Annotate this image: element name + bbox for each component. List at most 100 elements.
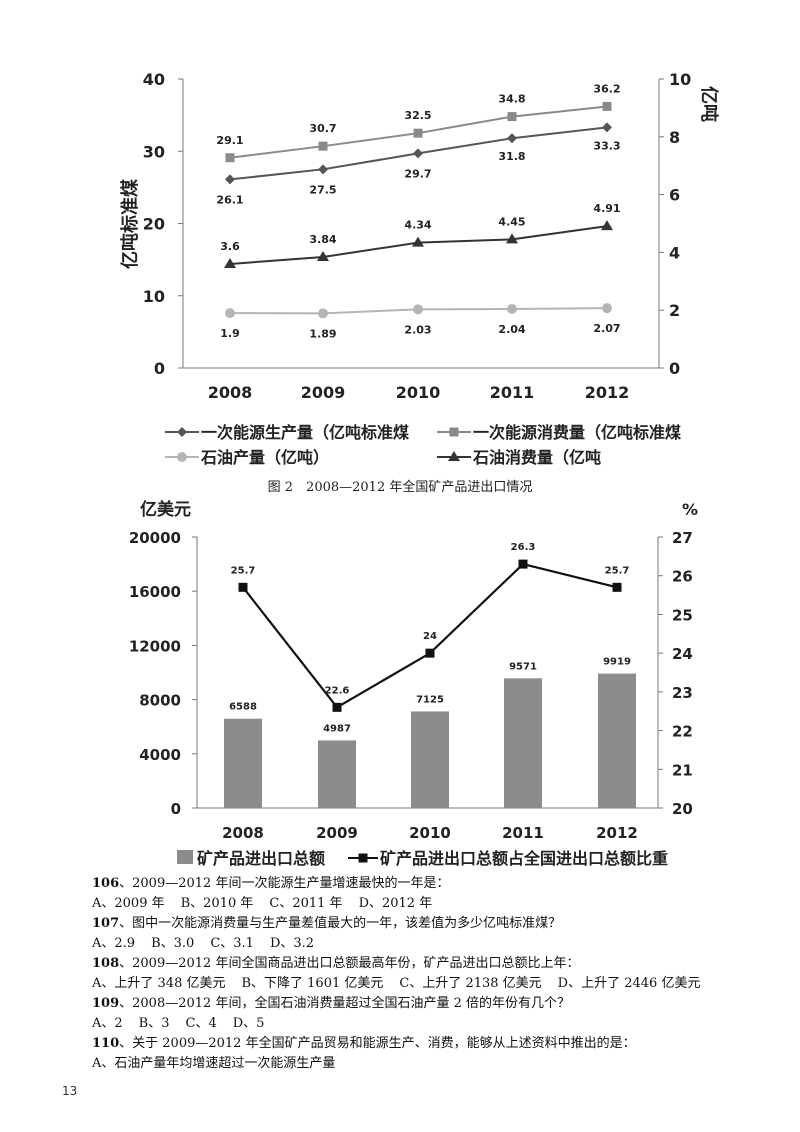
question-number: 109 — [92, 996, 120, 1011]
bar — [598, 673, 636, 808]
data-point — [413, 148, 423, 159]
data-point — [602, 101, 612, 111]
ratio-point — [425, 648, 435, 658]
question-number: 107 — [92, 916, 120, 931]
data-label: 2.07 — [593, 322, 620, 335]
question-text: 106、2009—2012 年间一次能源生产量增速最快的一年是： — [92, 876, 450, 891]
question-list: 106、2009—2012 年间一次能源生产量增速最快的一年是： A、2009 年… — [92, 874, 792, 1074]
option: A、石油产量年均增速超过一次能源生产量 — [92, 1056, 336, 1071]
x-tick-label: 2008 — [222, 824, 264, 842]
left-axis-title: 亿吨标准煤 — [119, 179, 141, 269]
data-point — [602, 122, 612, 133]
data-point — [412, 236, 424, 247]
x-tick-label: 2008 — [208, 383, 253, 402]
data-point — [507, 304, 517, 315]
bar — [318, 740, 356, 808]
data-label: 34.8 — [498, 93, 525, 106]
question-options: A、石油产量年均增速超过一次能源生产量 — [92, 1054, 792, 1074]
right-axis-title: 亿吨 — [698, 86, 720, 122]
data-label: 4.45 — [498, 215, 525, 228]
data-point — [318, 141, 328, 151]
data-label: 4.34 — [404, 219, 431, 232]
legend-marker — [358, 853, 368, 863]
energy-line-chart: 0 10 20 30 40 0 2 4 6 8 10 2008 2009 2010 2011 2012 亿吨标准… — [119, 70, 720, 467]
data-label: 4.91 — [593, 202, 620, 215]
bar — [411, 711, 449, 808]
right-axis-title: % — [682, 500, 698, 519]
ratio-label: 26.3 — [511, 542, 536, 553]
option: C、2011 年 — [269, 896, 343, 911]
data-label: 36.2 — [593, 82, 620, 95]
question-number: 106 — [92, 876, 120, 891]
option: D、3.2 — [269, 936, 315, 951]
bar-label: 4987 — [323, 723, 351, 734]
left-tick-label: 0 — [154, 359, 165, 378]
right-tick-label: 22 — [672, 723, 693, 741]
ratio-label: 25.7 — [605, 565, 630, 576]
x-tick-label: 2010 — [409, 824, 451, 842]
ratio-point — [332, 702, 342, 712]
x-tick-label: 2010 — [396, 383, 441, 402]
x-tick-label: 2009 — [316, 824, 358, 842]
data-label: 26.1 — [216, 193, 243, 206]
data-point — [318, 164, 328, 175]
right-tick-label: 25 — [672, 606, 693, 624]
option: A、2009 年 — [92, 896, 165, 911]
data-point — [507, 112, 517, 122]
data-point — [317, 251, 329, 262]
ratio-label: 22.6 — [325, 685, 350, 696]
bar-label: 9571 — [509, 661, 537, 672]
right-tick-label: 4 — [669, 243, 680, 262]
question-number: 108 — [92, 956, 120, 971]
data-label: 29.1 — [216, 134, 243, 147]
question-options: A、2.9 B、3.0 C、3.1 D、3.2 — [92, 934, 792, 954]
right-tick-label: 2 — [669, 301, 680, 320]
option: A、2.9 — [92, 936, 136, 951]
left-tick-label: 4000 — [139, 746, 181, 764]
data-point — [506, 233, 518, 244]
bar-label: 9919 — [603, 657, 631, 668]
right-tick-label: 6 — [669, 186, 680, 205]
option: B、3 — [138, 1016, 170, 1031]
data-label: 1.9 — [220, 327, 240, 340]
option: D、5 — [232, 1016, 265, 1031]
left-axis-title: 亿美元 — [140, 499, 191, 520]
question-options: A、2009 年 B、2010 年 C、2011 年 D、2012 年 — [92, 894, 792, 914]
figure-caption: 图 2 2008—2012 年全国矿产品进出口情况 — [267, 480, 533, 495]
left-tick-label: 30 — [143, 142, 165, 161]
data-point — [225, 153, 235, 163]
data-label: 2.04 — [498, 323, 525, 336]
data-point — [318, 308, 328, 319]
option: B、3.0 — [151, 936, 195, 951]
question-text: 110、关于 2009—2012 年全国矿产品贸易和能源生产、消费，能够从上述资… — [92, 1036, 636, 1051]
data-label: 2.03 — [404, 323, 431, 336]
data-label: 32.5 — [404, 109, 431, 122]
x-tick-label: 2011 — [502, 824, 544, 842]
right-tick-label: 27 — [672, 529, 693, 547]
left-tick-label: 40 — [143, 70, 165, 89]
right-tick-label: 24 — [672, 645, 693, 663]
question-text: 109、2008—2012 年间，全国石油消费量超过全国石油产量 2 倍的年份有… — [92, 996, 570, 1011]
legend-label: 石油产量（亿吨） — [200, 448, 329, 467]
data-point — [602, 303, 612, 314]
right-tick-label: 26 — [672, 568, 693, 586]
left-tick-label: 0 — [171, 800, 181, 818]
legend-label: 一次能源消费量（亿吨标准煤 — [473, 423, 681, 442]
data-label: 3.6 — [220, 240, 240, 253]
page-number: 13 — [62, 1084, 78, 1098]
option: A、上升了 348 亿美元 — [92, 976, 226, 991]
right-tick-label: 23 — [672, 684, 693, 702]
ratio-label: 24 — [423, 631, 437, 642]
data-label: 30.7 — [309, 122, 336, 135]
right-tick-label: 0 — [669, 359, 680, 378]
ratio-label: 25.7 — [231, 565, 256, 576]
data-label: 33.3 — [593, 139, 620, 152]
data-label: 27.5 — [309, 183, 336, 196]
legend-label: 石油消费量（亿吨 — [472, 448, 601, 467]
data-point — [224, 257, 236, 268]
option: D、2012 年 — [358, 896, 433, 911]
legend-marker — [177, 452, 187, 462]
data-point — [413, 304, 423, 315]
question-options: A、上升了 348 亿美元 B、下降了 1601 亿美元 C、上升了 2138 亿美… — [92, 974, 792, 994]
legend-marker — [449, 427, 459, 437]
